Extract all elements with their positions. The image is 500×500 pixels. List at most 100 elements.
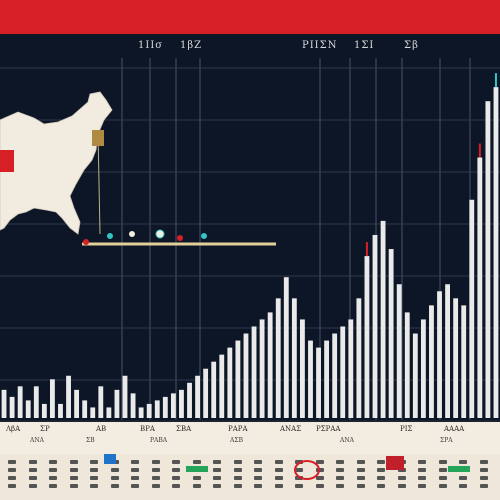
footer-tick-column [416, 456, 428, 496]
bar-44 [348, 319, 354, 418]
chart-bars [1, 73, 499, 419]
footer-tick-column [150, 456, 162, 496]
footer-green-marker-2 [448, 466, 470, 472]
footer-tick-column [211, 456, 223, 496]
footer-green-marker [186, 466, 208, 472]
x-label-1: ΛβΑ [6, 425, 21, 433]
header-label-1: 1ΙΙσ [138, 40, 164, 51]
chart-header: 1ΙΙσ 1βΖ ΡΙΙΣΝ 1ΣΙ Σβ [0, 34, 500, 58]
bar-19 [146, 403, 152, 418]
footer-tick-column [355, 456, 367, 496]
bar-40 [316, 347, 321, 418]
bar-34 [267, 312, 273, 418]
top-red-bar [0, 0, 500, 34]
bar-28 [219, 354, 225, 418]
x-label-10: ΑΑΑΑ [444, 425, 465, 433]
map-highlight-red [0, 150, 14, 172]
bar-1 [1, 389, 7, 418]
bar-39 [308, 340, 313, 418]
bar-20 [154, 400, 160, 418]
map-callout-line [97, 131, 101, 235]
bar-chart [0, 58, 500, 420]
chart-plot-area [0, 58, 500, 420]
bar-25 [195, 375, 200, 418]
footer-tick-column [252, 456, 264, 496]
footer-tick-column [6, 456, 18, 496]
bar-30 [235, 340, 241, 418]
bar-16 [122, 375, 128, 418]
bar-26 [203, 368, 209, 418]
bar-59 [469, 199, 475, 418]
bar-36 [283, 277, 289, 418]
bar-33 [259, 319, 265, 418]
header-label-3: ΡΙΙΣΝ [302, 40, 338, 51]
bar-48 [380, 220, 386, 418]
footer-blue-marker [104, 454, 116, 464]
bar-57 [453, 298, 459, 418]
bar-3 [17, 386, 23, 418]
bar-18 [138, 407, 144, 418]
x-label-8: ΡΣΡΑΑ [316, 425, 341, 433]
footer-tick-column [334, 456, 346, 496]
footer-tick-column [27, 456, 39, 496]
footer-red-circle-marker [294, 460, 320, 480]
bar-6 [41, 403, 47, 418]
bar-61 [485, 101, 491, 418]
bar-52 [412, 333, 418, 418]
bar-8 [58, 403, 63, 418]
bar-32 [251, 326, 257, 418]
bar-5 [33, 386, 39, 418]
bar-53 [420, 319, 426, 418]
map-dot-teal-3 [201, 233, 207, 239]
bar-13 [98, 386, 104, 418]
x-label-5: ΣΒΑ [176, 425, 192, 433]
bar-2 [9, 396, 15, 418]
bar-60 [477, 157, 483, 418]
usa-map-inset [0, 91, 276, 246]
bar-43 [340, 326, 346, 418]
footer-tick-column [129, 456, 141, 496]
bar-4 [25, 400, 31, 418]
bar-55 [437, 291, 442, 418]
bar-50 [396, 284, 402, 418]
bar-27 [211, 361, 217, 418]
usa-map-shape [0, 91, 113, 235]
bar-23 [179, 389, 184, 418]
bar-35 [275, 298, 281, 418]
map-dot-red-2 [177, 235, 183, 241]
bar-29 [227, 347, 233, 418]
map-dot-teal-2 [155, 229, 165, 239]
chart-footer: ΛβΑ ΣΡ ΑΒ ΒΡΑ ΣΒΑ ΡΑΡΑ ΑΝΑΣ ΡΣΡΑΑ ΡΙΣ ΑΑ… [0, 420, 500, 500]
bar-42 [332, 333, 338, 418]
bar-22 [170, 393, 176, 418]
bar-51 [404, 312, 410, 418]
footer-tick-column [457, 456, 469, 496]
footer-tick-column [170, 456, 182, 496]
footer-tick-column [68, 456, 80, 496]
x-label-2: ΣΡ [40, 425, 50, 433]
bar-49 [388, 249, 394, 418]
x-sublabel-3: ΡΑΒΑ [150, 437, 168, 444]
footer-tick-column [47, 456, 59, 496]
bar-46 [364, 256, 370, 418]
footer-tick-column [232, 456, 244, 496]
bar-15 [114, 389, 120, 418]
x-sublabel-1: ΑΝΑ [30, 437, 44, 444]
bar-12 [90, 407, 96, 418]
bar-45 [356, 298, 362, 418]
bar-62 [493, 87, 499, 419]
bar-24 [187, 382, 192, 418]
header-label-2: 1βΖ [180, 40, 203, 51]
x-sublabel-2: ΣΒ [86, 437, 95, 444]
x-sublabel-5: ΑΝΑ [340, 437, 354, 444]
footer-tick-column [437, 456, 449, 496]
map-dot-teal-1 [107, 233, 113, 239]
bar-38 [300, 319, 305, 418]
bar-10 [74, 389, 80, 418]
x-label-7: ΑΝΑΣ [280, 425, 302, 433]
footer-tick-row [0, 452, 500, 500]
bar-41 [324, 340, 330, 418]
map-callout-box [92, 130, 104, 146]
bar-47 [372, 234, 378, 418]
footer-tick-column [88, 456, 100, 496]
